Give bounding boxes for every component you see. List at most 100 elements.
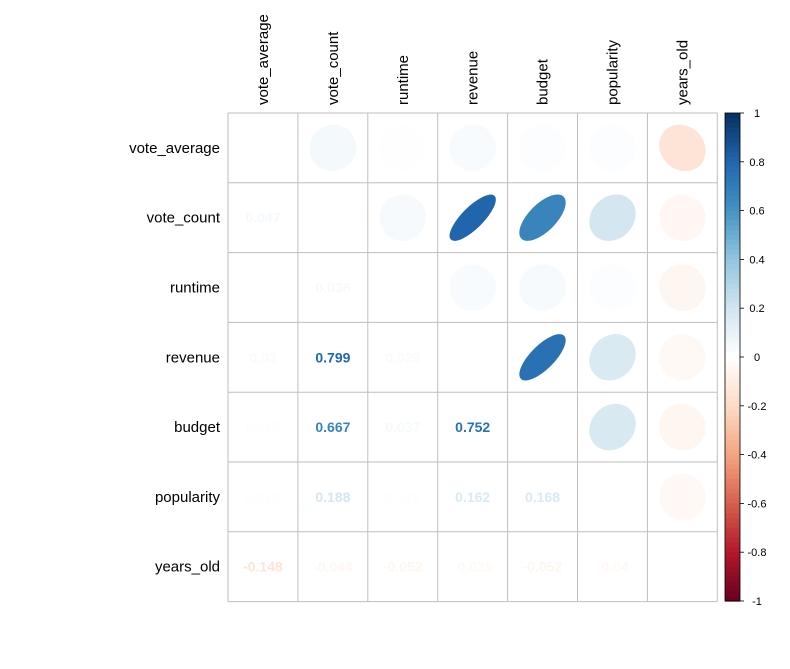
- colorbar-tick-label: 1: [754, 108, 760, 120]
- value-label-popularity-vote_average: 0.015: [245, 489, 280, 505]
- colorbar-segment: [725, 591, 740, 597]
- colorbar-segment: [725, 361, 740, 368]
- colorbar-segment: [725, 332, 740, 339]
- colorbar-segment: [725, 513, 740, 519]
- ellipse-vote_count-popularity: [589, 194, 636, 241]
- value-label-budget-runtime: 0.037: [385, 419, 420, 435]
- colorbar-segment: [725, 449, 740, 456]
- column-label-popularity: popularity: [604, 39, 621, 105]
- colorbar-segment: [725, 586, 740, 592]
- ellipse-runtime-budget: [519, 264, 566, 311]
- ellipse-vote_average-runtime: [379, 124, 427, 172]
- ellipse-budget-popularity: [589, 403, 636, 451]
- value-label-vote_count-vote_average: 0.047: [245, 210, 280, 226]
- colorbar-segment: [725, 337, 740, 343]
- colorbar-segment: [725, 186, 740, 192]
- colorbar-segment: [725, 152, 740, 158]
- column-label-runtime: runtime: [395, 55, 412, 105]
- ellipse-vote_average-vote_count: [309, 124, 357, 172]
- value-label-years_old-popularity: -0.04: [597, 559, 629, 575]
- colorbar-segment: [725, 396, 740, 402]
- colorbar-segment: [725, 596, 740, 602]
- colorbar-tick-label: -0.4: [748, 450, 767, 462]
- colorbar-segment: [725, 117, 740, 124]
- row-label-runtime: runtime: [170, 280, 220, 297]
- column-label-revenue: revenue: [465, 51, 482, 105]
- colorbar-segment: [725, 205, 740, 212]
- ellipse-vote_average-popularity: [589, 124, 636, 172]
- colorbar-segment: [725, 269, 740, 275]
- row-label-budget: budget: [174, 419, 221, 436]
- colorbar-segment: [725, 313, 740, 319]
- colorbar-segment: [725, 527, 740, 534]
- colorbar-segment: [725, 469, 740, 475]
- colorbar-segment: [725, 327, 740, 334]
- value-label-years_old-vote_average: -0.148: [243, 559, 283, 575]
- colorbar-segment: [725, 537, 740, 544]
- value-label-popularity-runtime: 0.015: [385, 489, 420, 505]
- colorbar-segment: [725, 381, 740, 387]
- colorbar-segment: [725, 278, 740, 285]
- colorbar-segment: [725, 488, 740, 495]
- colorbar-segment: [725, 391, 740, 397]
- ellipse-vote_count-revenue: [449, 194, 496, 241]
- colorbar-segment: [725, 195, 740, 202]
- colorbar-segment: [725, 498, 740, 504]
- colorbar-segment: [725, 235, 740, 241]
- colorbar-tick-label: -1: [752, 596, 762, 608]
- colorbar-segment: [725, 444, 740, 451]
- colorbar-segment: [725, 122, 740, 129]
- ellipse-vote_count-years_old: [659, 194, 706, 241]
- colorbar-segment: [725, 503, 740, 509]
- colorbar-segment: [725, 288, 740, 295]
- colorbar-segment: [725, 454, 740, 461]
- colorbar-segment: [725, 532, 740, 539]
- row-label-years_old: years_old: [155, 559, 220, 576]
- colorbar: 1 0.8 0.6 0.4 0.2 0 -0.2 -0.4 -0.6 -0.8 -1: [724, 108, 767, 608]
- colorbar-segment: [725, 483, 740, 490]
- colorbar-tick-label: -0.6: [748, 498, 767, 510]
- colorbar-segment: [725, 137, 740, 143]
- value-label-runtime-vote_average: 0.006: [245, 280, 280, 296]
- ellipse-popularity-years_old: [659, 473, 706, 521]
- value-label-revenue-vote_count: 0.799: [315, 349, 350, 365]
- value-label-popularity-revenue: 0.162: [455, 489, 490, 505]
- column-label-vote_count: vote_count: [325, 31, 342, 105]
- colorbar-segment: [725, 171, 740, 178]
- colorbar-segment: [725, 322, 740, 329]
- colorbar-segment: [725, 425, 740, 431]
- colorbar-segment: [725, 420, 740, 426]
- colorbar-segment: [725, 147, 740, 153]
- colorbar-tick-label: 0.8: [749, 157, 764, 169]
- colorbar-segment: [725, 230, 740, 236]
- colorbar-segment: [725, 508, 740, 514]
- colorbar-segment: [725, 557, 740, 563]
- colorbar-segment: [725, 127, 740, 134]
- ellipse-revenue-popularity: [589, 334, 636, 381]
- column-label-years_old: years_old: [674, 40, 691, 105]
- value-label-budget-revenue: 0.752: [455, 419, 490, 435]
- value-label-budget-vote_count: 0.667: [315, 419, 350, 435]
- value-label-years_old-vote_count: -0.044: [313, 559, 353, 575]
- colorbar-segment: [725, 254, 740, 260]
- colorbar-segment: [725, 493, 740, 500]
- colorbar-segment: [725, 581, 740, 587]
- colorbar-segment: [725, 239, 740, 246]
- colorbar-segment: [725, 410, 740, 417]
- colorbar-segment: [725, 166, 740, 173]
- ellipse-runtime-years_old: [659, 264, 706, 311]
- matrix-cells: 0.047 0.006 0.036 0.03 0.799 0.029 0.015 0.667 0…: [243, 124, 706, 575]
- colorbar-segment: [725, 566, 740, 573]
- column-label-vote_average: vote_average: [255, 14, 272, 105]
- ellipse-vote_count-budget: [519, 194, 566, 241]
- colorbar-tick-label: 0: [754, 352, 760, 364]
- colorbar-segment: [725, 274, 740, 280]
- colorbar-segment: [725, 347, 740, 353]
- matrix-grid: [227, 112, 718, 603]
- colorbar-segment: [725, 552, 740, 558]
- colorbar-segment: [725, 215, 740, 221]
- colorbar-segment: [725, 283, 740, 290]
- colorbar-segment: [725, 571, 740, 578]
- colorbar-segment: [725, 366, 740, 373]
- colorbar-segment: [725, 439, 740, 446]
